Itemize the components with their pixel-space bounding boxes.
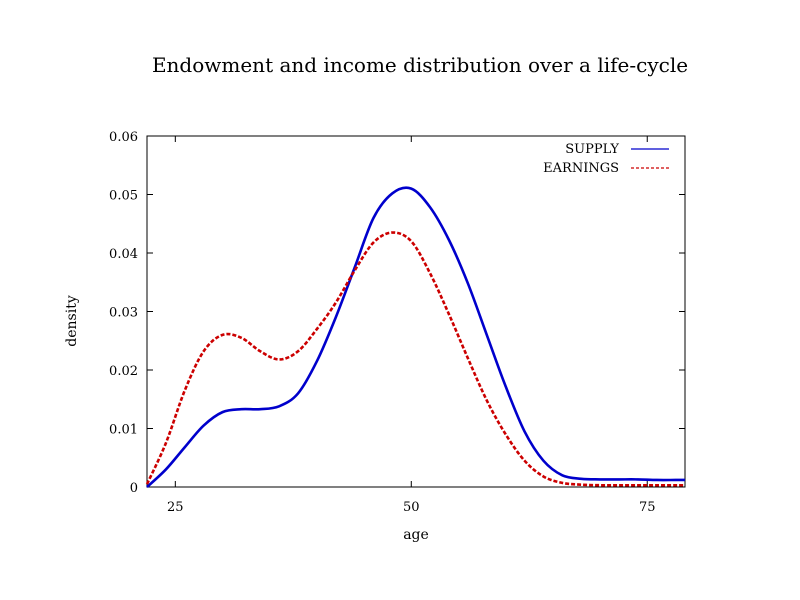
series-line-earnings: [145, 231, 685, 487]
y-tick-label: 0: [130, 481, 138, 496]
x-tick-label: 75: [639, 500, 656, 515]
y-tick-label: 0.02: [109, 364, 138, 379]
x-tick-label: 50: [403, 500, 420, 515]
y-axis-label: density: [64, 295, 80, 347]
chart-title: Endowment and income distribution over a…: [152, 53, 688, 77]
plot-frame: [146, 135, 686, 488]
series-lines: [145, 186, 685, 488]
series-line-supply: [146, 186, 685, 488]
y-tick-label: 0.05: [109, 189, 138, 204]
legend-label-earnings: EARNINGS: [543, 161, 619, 176]
y-tick-label: 0.06: [109, 130, 138, 145]
x-tick-label: 25: [167, 500, 184, 515]
legend: SUPPLY EARNINGS: [543, 142, 669, 176]
y-tick-label: 0.03: [109, 306, 138, 321]
legend-label-supply: SUPPLY: [565, 142, 619, 157]
y-tick-label: 0.01: [109, 423, 138, 438]
y-tick-label: 0.04: [109, 247, 138, 262]
x-axis-label: age: [403, 527, 429, 543]
axis-ticks: 0 0.01 0.02 0.03 0.04 0.05 0.06 25 50 75: [109, 130, 685, 515]
